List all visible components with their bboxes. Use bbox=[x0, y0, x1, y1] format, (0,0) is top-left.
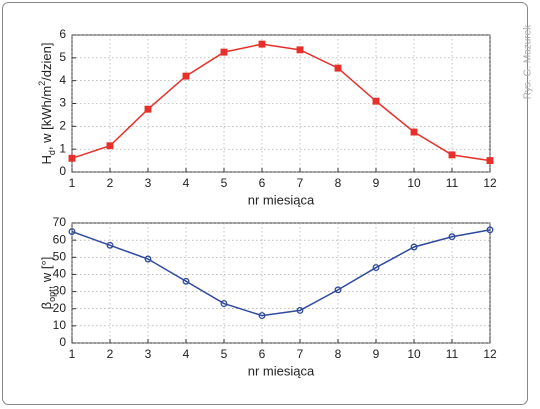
x-tick-label: 7 bbox=[297, 176, 304, 190]
y-tick-label: 3 bbox=[59, 96, 66, 110]
y-tick-label: 40 bbox=[53, 267, 67, 281]
x-tick-label: 4 bbox=[183, 347, 190, 361]
marker bbox=[334, 64, 342, 72]
x-tick-label: 11 bbox=[446, 176, 459, 190]
marker bbox=[68, 228, 76, 236]
y-axis-label-part: H bbox=[39, 155, 54, 164]
x-tick-label: 6 bbox=[259, 176, 266, 190]
y-tick-label: 0 bbox=[59, 335, 66, 349]
marker bbox=[448, 233, 456, 241]
y-axis-label: Hd, w [kWh/m2/dzien] bbox=[37, 42, 57, 164]
y-axis-label-part: 2 bbox=[37, 81, 47, 86]
watermark: Rys. G. Mazurek bbox=[523, 24, 534, 99]
x-tick-label: 9 bbox=[373, 176, 380, 190]
marker bbox=[410, 243, 418, 251]
marker bbox=[372, 97, 380, 105]
y-axis-label-part: , w [kWh/m bbox=[39, 86, 54, 150]
x-tick-label: 7 bbox=[297, 347, 304, 361]
y-tick-label: 20 bbox=[53, 301, 67, 315]
x-axis-label: nr miesiąca bbox=[248, 192, 315, 207]
marker bbox=[220, 300, 228, 308]
x-tick-label: 11 bbox=[446, 347, 459, 361]
y-tick-label: 6 bbox=[59, 27, 66, 41]
line bbox=[71, 43, 491, 162]
y-axis-label-part: β bbox=[39, 302, 54, 309]
marker bbox=[258, 40, 266, 48]
y-axis-label-part: , w [°] bbox=[39, 257, 54, 290]
marker bbox=[448, 151, 456, 159]
marker bbox=[106, 142, 114, 150]
marker bbox=[144, 255, 152, 263]
y-axis-label: βopt, w [°] bbox=[39, 257, 57, 310]
y-tick-label: 0 bbox=[59, 164, 66, 178]
x-tick-label: 5 bbox=[221, 176, 228, 190]
y-tick-label: 5 bbox=[59, 50, 66, 64]
x-tick-label: 2 bbox=[107, 176, 114, 190]
y-tick-label: 10 bbox=[53, 318, 67, 332]
marker bbox=[220, 48, 228, 56]
marker bbox=[144, 105, 152, 113]
marker bbox=[296, 46, 304, 54]
x-tick-label: 3 bbox=[145, 347, 152, 361]
x-axis-label: nr miesiąca bbox=[248, 363, 315, 378]
y-tick-label: 50 bbox=[53, 249, 67, 263]
y-axis-label-part: opt bbox=[47, 289, 57, 302]
line bbox=[71, 229, 491, 317]
x-tick-label: 8 bbox=[335, 347, 342, 361]
y-tick-label: 4 bbox=[59, 73, 66, 87]
marker bbox=[106, 241, 114, 249]
y-tick-label: 2 bbox=[59, 119, 66, 133]
plot-area bbox=[71, 222, 491, 344]
x-tick-label: 9 bbox=[373, 347, 380, 361]
y-tick-label: 60 bbox=[53, 232, 67, 246]
marker bbox=[334, 286, 342, 294]
frame bbox=[2, 2, 528, 405]
x-tick-label: 12 bbox=[483, 347, 497, 361]
y-axis-label-part: d bbox=[47, 150, 57, 155]
marker bbox=[182, 72, 190, 80]
y-axis-label-part: /dzien] bbox=[39, 42, 54, 80]
x-tick-label: 6 bbox=[259, 347, 266, 361]
marker bbox=[296, 306, 304, 314]
x-tick-label: 10 bbox=[407, 347, 421, 361]
x-tick-label: 2 bbox=[107, 347, 114, 361]
y-tick-label: 1 bbox=[59, 141, 66, 155]
y-tick-label: 70 bbox=[53, 215, 67, 229]
marker bbox=[68, 154, 76, 162]
marker bbox=[486, 157, 494, 165]
x-tick-label: 1 bbox=[69, 347, 76, 361]
marker bbox=[486, 226, 494, 234]
x-tick-label: 4 bbox=[183, 176, 190, 190]
x-tick-label: 12 bbox=[483, 176, 497, 190]
y-tick-label: 30 bbox=[53, 284, 67, 298]
marker bbox=[258, 312, 266, 320]
x-tick-label: 3 bbox=[145, 176, 152, 190]
x-tick-label: 8 bbox=[335, 176, 342, 190]
x-tick-label: 10 bbox=[407, 176, 421, 190]
x-tick-label: 1 bbox=[69, 176, 76, 190]
marker bbox=[372, 264, 380, 272]
marker bbox=[410, 128, 418, 136]
marker bbox=[182, 277, 190, 285]
x-tick-label: 5 bbox=[221, 347, 228, 361]
